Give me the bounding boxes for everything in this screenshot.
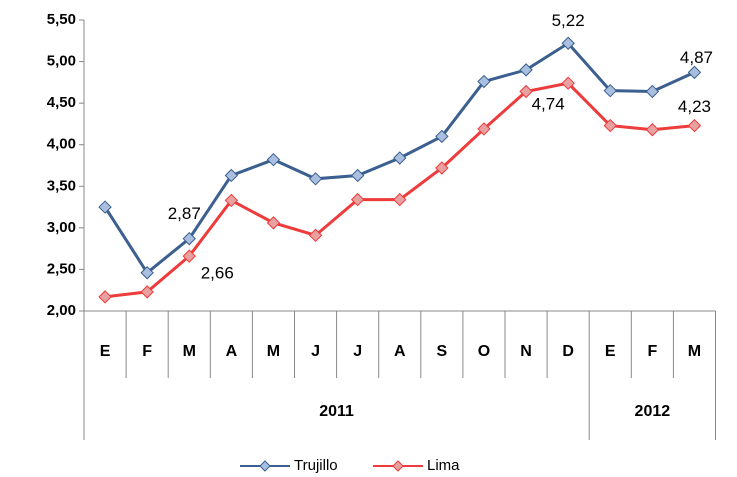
series-line [104,81,695,299]
data-label: 2,87 [168,204,201,223]
marker [224,193,239,208]
legend-label: Lima [427,457,460,474]
x-tick-label: F [142,343,152,360]
marker [561,36,575,50]
marker [687,65,702,80]
y-tick-label: 2,00 [47,302,76,319]
marker [393,151,407,165]
x-tick-label: O [478,343,490,360]
x-tick-label: F [647,343,657,360]
marker [435,129,449,144]
marker [182,231,196,246]
data-label: 4,87 [680,48,713,67]
x-tick-label: M [688,343,701,360]
marker [350,192,365,207]
marker [266,216,281,230]
marker [603,83,617,98]
marker [266,152,281,167]
marker [519,84,533,99]
marker [393,192,407,207]
group-label: 2012 [635,403,671,420]
marker [140,266,154,280]
marker [603,118,617,133]
marker [519,63,533,77]
marker [561,76,575,90]
marker [98,290,112,304]
marker [477,122,491,136]
legend-marker [392,460,404,472]
y-tick-label: 3,50 [47,177,76,194]
x-tick-label: M [267,343,280,360]
y-tick-label: 4,50 [47,94,76,111]
x-tick-label: J [353,343,362,360]
x-tick-label: N [520,343,532,360]
x-tick-label: E [605,343,616,360]
marker [435,161,449,175]
legend-label: Trujillo [294,457,338,474]
x-tick-label: M [183,343,196,360]
y-tick-label: 5,00 [47,53,76,70]
y-tick-label: 5,50 [47,11,76,28]
y-tick-label: 4,00 [47,136,76,153]
x-tick-label: J [311,343,320,360]
marker [140,285,154,299]
marker [645,84,660,99]
data-label: 4,74 [532,95,565,114]
group-label: 2011 [319,403,354,420]
data-label: 4,23 [678,97,711,116]
marker [182,249,196,263]
data-label: 2,66 [201,264,234,283]
data-label: 5,22 [552,11,585,30]
marker [477,74,491,89]
x-tick-label: S [437,343,448,360]
legend-marker [259,460,271,472]
x-tick-label: D [562,343,574,360]
marker [350,168,365,183]
x-tick-label: A [394,343,406,360]
y-tick-label: 2,50 [47,260,76,277]
x-tick-label: A [226,343,238,360]
marker [645,123,660,137]
marker [98,200,112,214]
marker [687,118,702,133]
marker [224,168,239,183]
x-tick-label: E [100,343,111,360]
y-tick-label: 3,00 [47,219,76,236]
marker [308,228,323,243]
marker [308,172,323,186]
